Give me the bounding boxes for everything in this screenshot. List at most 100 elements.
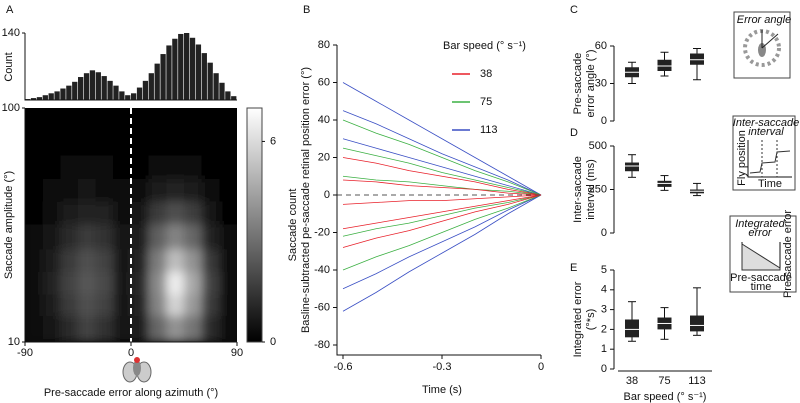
heatmap-cell xyxy=(113,223,132,250)
x-tick-label: 38 xyxy=(626,375,638,387)
heatmap-cell xyxy=(148,154,167,179)
y-tick-label: 500 xyxy=(589,140,607,152)
heatmap-cell xyxy=(60,223,79,250)
legend-label: 75 xyxy=(480,96,492,108)
heatmap-cell xyxy=(78,178,97,202)
trace xyxy=(342,194,542,237)
y-axis-label: error angle (°) xyxy=(585,50,597,118)
heatmap-blur xyxy=(25,108,237,342)
heatmap-cell xyxy=(60,271,79,295)
trace xyxy=(342,194,542,205)
legend-label: 113 xyxy=(480,124,498,136)
heatmap-cell xyxy=(25,108,44,133)
bar xyxy=(207,62,213,100)
heatmap-cell xyxy=(95,131,114,156)
heatmap-cell xyxy=(219,154,237,179)
bar xyxy=(166,45,172,100)
heatmap-cell xyxy=(42,315,61,342)
y-tick-label: 0 xyxy=(601,227,607,239)
heatmap-cell xyxy=(78,271,97,295)
trace xyxy=(342,147,542,196)
heatmap-cell xyxy=(113,201,132,225)
heatmap-cell xyxy=(166,131,185,156)
heatmap-cell xyxy=(78,131,97,156)
heatmap-cell xyxy=(184,201,203,225)
y-axis-label: Count xyxy=(3,52,15,81)
heatmap-cell xyxy=(25,201,44,225)
heatmap-cell xyxy=(60,248,79,273)
heatmap-cell xyxy=(166,271,185,295)
y-tick-label: 2 xyxy=(601,323,607,335)
heatmap-cell xyxy=(25,178,44,202)
bar xyxy=(66,85,72,100)
trace xyxy=(342,157,542,196)
trace xyxy=(342,194,542,271)
heatmap-cell xyxy=(219,271,237,295)
bar xyxy=(78,77,84,100)
x-tick-label: -0.3 xyxy=(433,361,452,373)
heatmap-cell xyxy=(60,131,79,156)
y-tick-label: 60 xyxy=(318,76,330,88)
x-axis-label: Bar speed (° s⁻¹) xyxy=(624,391,707,403)
heatmap-cell xyxy=(219,108,237,133)
heatmap-cell xyxy=(95,248,114,273)
heatmap-cell xyxy=(166,315,185,342)
heatmap-cell xyxy=(78,294,97,316)
heatmap-cell xyxy=(95,294,114,316)
y-tick-label: 1 xyxy=(601,343,607,355)
inset-label: interval xyxy=(748,126,784,138)
heatmap-cell xyxy=(131,271,150,295)
y-tick-label: -80 xyxy=(314,339,330,351)
inset-e xyxy=(729,215,797,293)
bar xyxy=(184,33,190,100)
heatmap-cell xyxy=(131,294,150,316)
heatmap-cell xyxy=(219,248,237,273)
inset-label: Error angle xyxy=(737,14,791,26)
heatmap-cell xyxy=(131,223,150,250)
heatmap-cell xyxy=(201,223,220,250)
bar xyxy=(72,81,78,100)
inset-d xyxy=(732,115,796,191)
heatmap-cell xyxy=(78,248,97,273)
y-tick-label: 30 xyxy=(595,77,607,89)
trace xyxy=(342,194,542,290)
heatmap-cell xyxy=(148,271,167,295)
y-tick-label: -20 xyxy=(314,226,330,238)
heatmap-cell xyxy=(201,294,220,316)
heatmap-cell xyxy=(95,108,114,133)
bar xyxy=(225,91,231,100)
heatmap-cell xyxy=(78,108,97,133)
heatmap-cell xyxy=(148,223,167,250)
y-tick-label: -60 xyxy=(314,301,330,313)
y-tick-label: 100 xyxy=(2,102,20,114)
heatmap-cell xyxy=(95,201,114,225)
y-axis-label: interval (ms) xyxy=(585,159,597,220)
inset-label: Time xyxy=(758,178,782,190)
heatmap-cell xyxy=(166,294,185,316)
heatmap-cell xyxy=(219,201,237,225)
heatmap-cell xyxy=(25,248,44,273)
y-axis-label: Basline-subtracted pe-saccade retinal po… xyxy=(300,67,312,333)
colorbar-label: Saccade count xyxy=(287,189,299,262)
bar xyxy=(231,96,237,100)
y-tick-label: 80 xyxy=(318,39,330,51)
heatmap-cell xyxy=(131,201,150,225)
colorbar-tick-label: 6 xyxy=(270,135,276,147)
heatmap-cell xyxy=(42,154,61,179)
y-tick-label: 5 xyxy=(601,264,607,276)
inset-c xyxy=(733,11,791,79)
heatmap-cell xyxy=(166,178,185,202)
bar xyxy=(172,38,178,100)
trace xyxy=(342,82,542,196)
heatmap-cell xyxy=(113,108,132,133)
heatmap-cell xyxy=(184,131,203,156)
trace xyxy=(342,110,542,196)
y-tick-label: 250 xyxy=(589,183,607,195)
heatmap-cell xyxy=(95,271,114,295)
heatmap-cell xyxy=(131,131,150,156)
heatmap-cell xyxy=(184,108,203,133)
x-tick-label: 0 xyxy=(128,347,134,359)
x-tick-label: 75 xyxy=(658,375,670,387)
bar xyxy=(83,73,90,100)
